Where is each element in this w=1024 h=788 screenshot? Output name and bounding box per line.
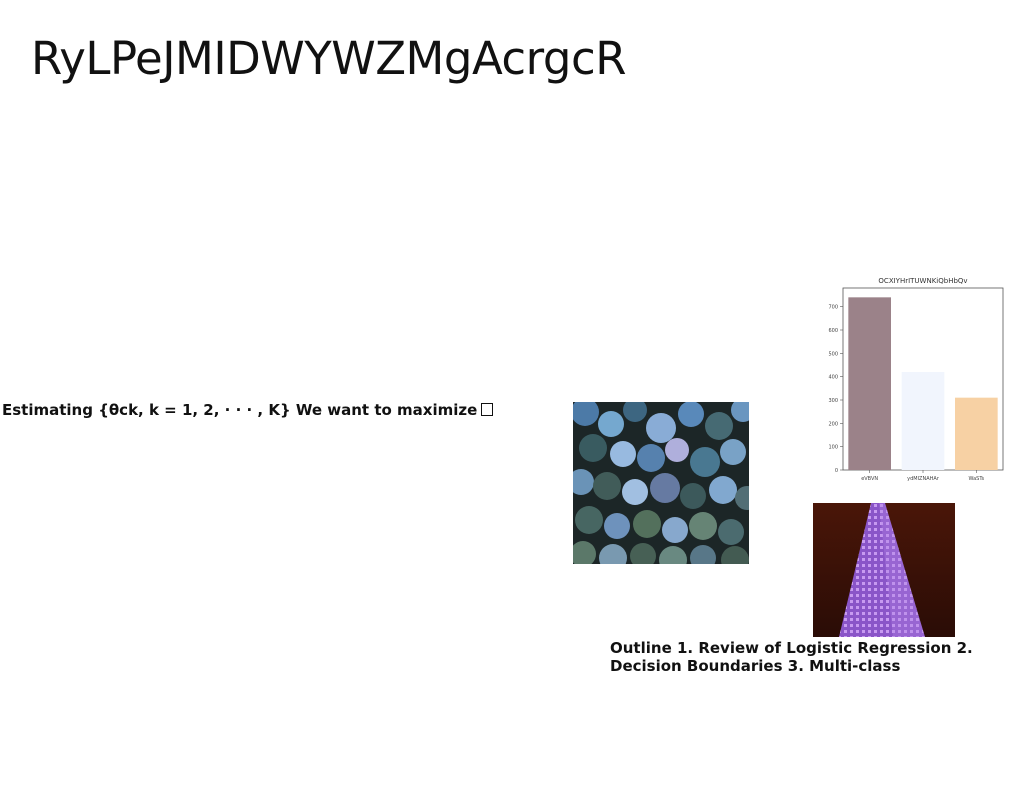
y-tick-label: 200 — [828, 421, 838, 427]
outline-text: Outline 1. Review of Logistic Regression… — [610, 639, 973, 675]
forest-photo — [573, 402, 749, 564]
missing-glyph-box-icon — [481, 403, 494, 416]
estimating-text: Estimating {θck, k = 1, 2, · · · , K} We… — [2, 401, 494, 419]
tower-photo — [813, 503, 955, 637]
y-tick-label: 400 — [828, 375, 838, 381]
slide-title: RyLPeJMIDWYWZMgAcrgcR — [31, 32, 626, 85]
bar-ydMIZNAHAr — [901, 372, 945, 470]
bar-eVBVN — [848, 297, 891, 470]
bar-chart-svg: OCXIYHrITUWNKiQbHbQv 0 100 200 300 400 500 600… — [828, 277, 1004, 482]
x-tick-label: ydMIZNAHAr — [907, 476, 940, 482]
y-tick-label: 500 — [828, 351, 838, 357]
y-tick-label: 600 — [828, 328, 838, 334]
chart-title: OCXIYHrITUWNKiQbHbQv — [878, 277, 967, 285]
y-tick-label: 300 — [828, 398, 838, 404]
y-tick-label: 100 — [828, 445, 838, 451]
y-tick-label: 0 — [835, 468, 838, 474]
x-tick-label: eVBVN — [861, 476, 878, 482]
bar-WaSTs — [955, 397, 998, 470]
tower-photo-graphic — [813, 503, 955, 637]
y-tick-label: 700 — [828, 305, 838, 311]
x-tick-label: WaSTs — [968, 476, 984, 482]
forest-photo-graphic — [573, 402, 749, 564]
estimating-text-label: Estimating {θck, k = 1, 2, · · · , K} We… — [2, 401, 478, 419]
bar-chart: OCXIYHrITUWNKiQbHbQv 0 100 200 300 400 500 600… — [814, 272, 1006, 486]
